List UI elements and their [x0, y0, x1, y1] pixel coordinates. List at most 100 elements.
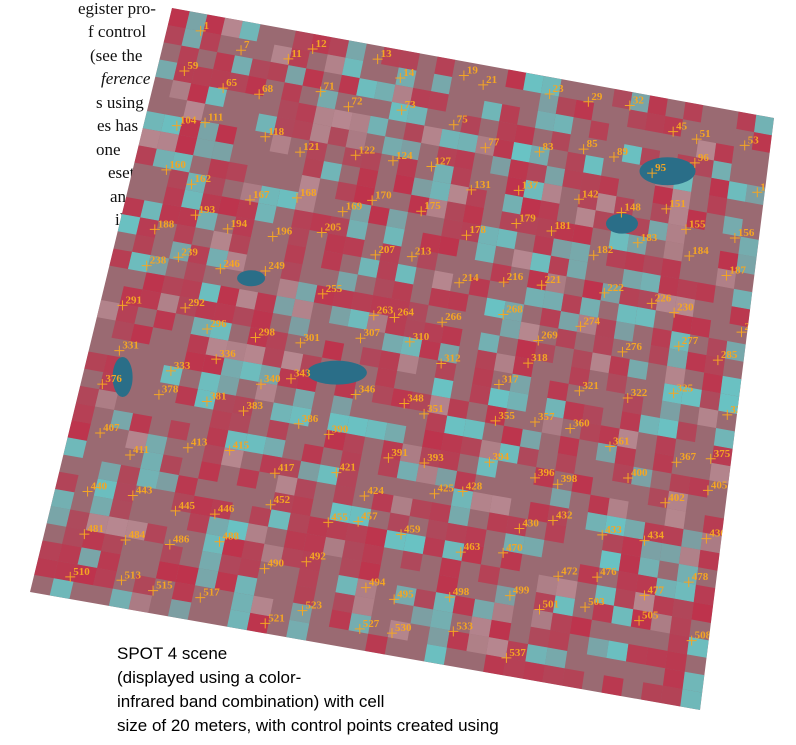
- control-point-label: 179: [519, 212, 536, 224]
- field-parcel: [701, 372, 723, 394]
- field-parcel: [499, 104, 521, 125]
- field-parcel: [600, 283, 622, 304]
- control-point-marker: 221: [536, 274, 561, 291]
- field-parcel: [428, 502, 452, 523]
- field-parcel: [194, 299, 218, 321]
- control-point-label: 527: [363, 618, 380, 630]
- field-parcel: [254, 202, 277, 224]
- field-parcel: [525, 644, 548, 665]
- field-parcel: [483, 654, 506, 676]
- control-point-label: 494: [369, 577, 386, 589]
- field-parcel: [324, 233, 347, 254]
- field-parcel: [419, 339, 441, 361]
- control-point-marker: 417: [269, 462, 295, 479]
- field-parcel: [481, 100, 503, 122]
- field-parcel: [155, 471, 179, 493]
- field-parcel: [711, 445, 733, 467]
- field-parcel: [136, 217, 159, 238]
- field-parcel: [266, 61, 289, 83]
- field-parcel: [601, 675, 624, 697]
- control-point-marker: 291: [117, 294, 142, 311]
- field-parcel: [571, 473, 594, 495]
- field-parcel: [718, 393, 740, 414]
- field-parcel: [533, 467, 556, 488]
- control-point-label: 393: [427, 452, 444, 464]
- field-parcel: [346, 416, 369, 437]
- control-point-marker: 266: [437, 311, 462, 328]
- control-point-marker: 505: [634, 610, 659, 626]
- field-parcel: [598, 175, 620, 197]
- control-point-marker: 32: [624, 94, 644, 111]
- control-point-marker: 11: [283, 48, 302, 64]
- field-parcel: [544, 397, 566, 419]
- field-parcel: [111, 320, 135, 342]
- field-parcel: [161, 275, 184, 297]
- field-parcel: [502, 657, 526, 679]
- control-point-marker: 343: [286, 368, 311, 384]
- control-point-marker: 276: [617, 341, 642, 357]
- control-point-marker: 182: [588, 244, 614, 261]
- field-parcel: [464, 526, 487, 548]
- control-point-marker: 398: [552, 473, 578, 490]
- control-point-label: 346: [359, 384, 376, 396]
- field-parcel: [668, 206, 689, 227]
- field-parcel: [259, 454, 283, 475]
- field-parcel: [693, 584, 716, 606]
- field-parcel: [127, 251, 151, 273]
- control-point-marker: 183: [632, 232, 658, 248]
- control-point-marker: 73: [396, 99, 416, 116]
- field-parcel: [431, 73, 453, 95]
- field-parcel: [376, 260, 399, 282]
- control-point-label: 425: [437, 483, 454, 495]
- field-parcel: [361, 543, 385, 565]
- field-parcel: [672, 598, 694, 620]
- field-parcel: [493, 353, 516, 374]
- field-parcel: [475, 349, 497, 371]
- field-parcel: [695, 139, 717, 161]
- field-parcel: [652, 452, 674, 474]
- field-parcel: [645, 647, 668, 669]
- field-parcel: [680, 386, 702, 408]
- field-parcel: [250, 309, 273, 331]
- field-parcel: [187, 83, 210, 104]
- field-parcel: [273, 116, 296, 138]
- control-point-marker: 513: [116, 569, 141, 586]
- control-point-marker: 443: [127, 484, 153, 501]
- control-point-marker: 432: [547, 509, 573, 526]
- field-parcel: [258, 364, 281, 386]
- control-point-marker: 484: [120, 529, 146, 545]
- body-text-line: ference: [101, 69, 151, 88]
- control-point-marker: 494: [360, 577, 386, 593]
- field-parcel: [447, 291, 469, 312]
- field-parcel: [614, 445, 637, 467]
- field-parcel: [538, 200, 560, 222]
- field-parcel: [358, 561, 381, 582]
- field-parcel: [441, 218, 463, 240]
- field-parcel: [269, 133, 292, 155]
- water-body: [639, 157, 696, 186]
- control-point-marker: 118: [260, 126, 285, 142]
- control-point-marker: 181: [546, 220, 571, 237]
- control-point-label: 23: [553, 83, 565, 95]
- field-parcel: [193, 138, 216, 159]
- control-point-marker: 238: [141, 255, 167, 271]
- field-parcel: [206, 247, 229, 269]
- control-point-marker: 499: [504, 585, 530, 601]
- field-parcel: [478, 332, 500, 354]
- field-parcel: [415, 464, 439, 485]
- control-point-label: 222: [607, 282, 624, 294]
- field-parcel: [754, 114, 774, 136]
- field-parcel: [225, 519, 249, 541]
- field-parcel: [160, 365, 183, 386]
- field-parcel: [190, 495, 214, 517]
- field-parcel: [167, 599, 192, 620]
- field-parcel: [569, 241, 591, 263]
- control-point-label: 333: [174, 360, 191, 372]
- control-point-marker: 333: [165, 360, 191, 376]
- control-point-marker: 402: [660, 492, 685, 508]
- field-parcel: [125, 430, 149, 452]
- control-point-label: 391: [391, 447, 408, 459]
- field-parcel: [105, 516, 129, 538]
- control-point-label: 124: [396, 150, 413, 162]
- field-parcel: [335, 574, 359, 596]
